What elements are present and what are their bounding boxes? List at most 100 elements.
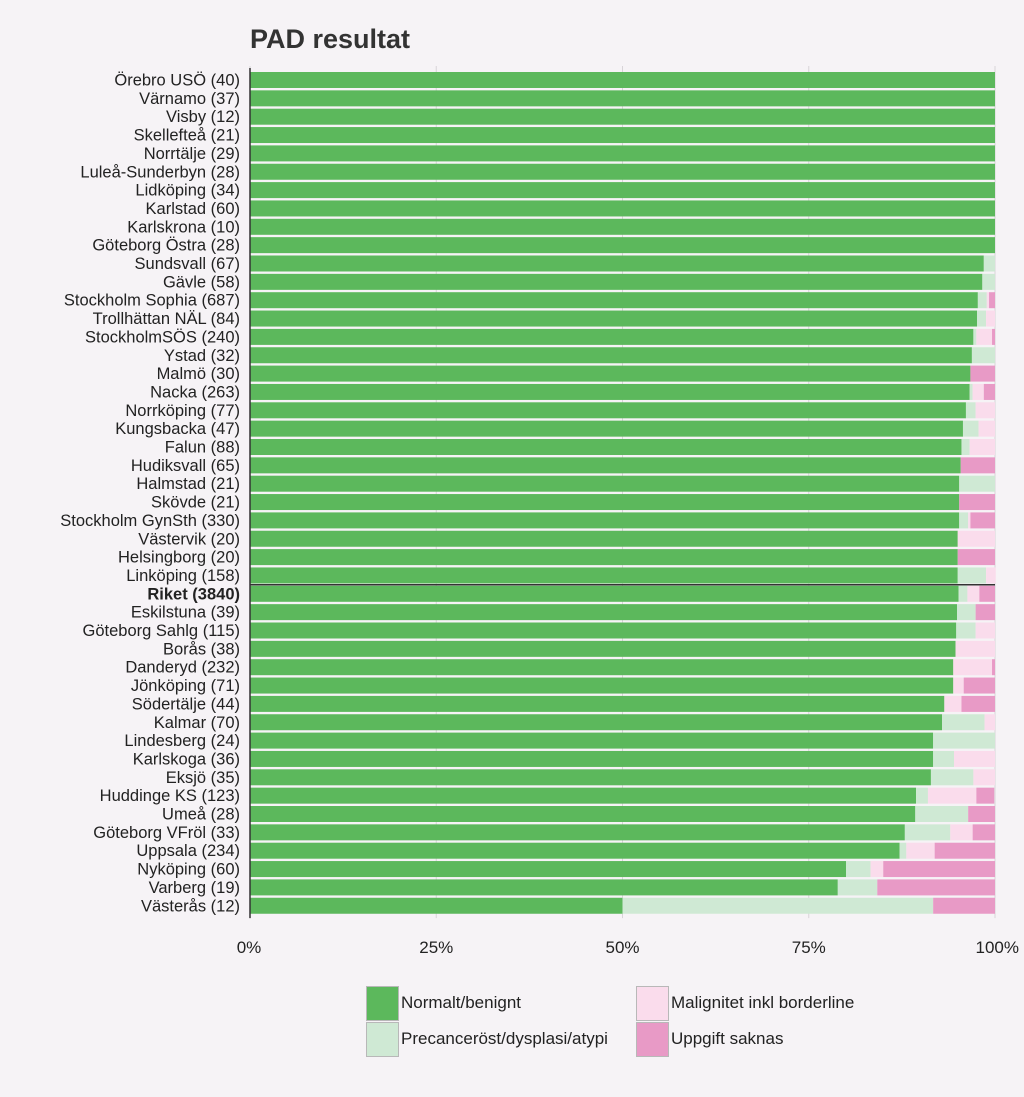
- bar-segment: [837, 879, 878, 896]
- bar-segment: [959, 475, 995, 492]
- category-label: Södertälje (44): [132, 695, 240, 713]
- bar-segment: [953, 677, 964, 694]
- bar-segment: [982, 273, 995, 290]
- bar-segment: [250, 347, 972, 364]
- bar-segment: [250, 108, 995, 125]
- bar-segment: [960, 457, 995, 474]
- bar-segment: [250, 475, 960, 492]
- bar-segment: [870, 861, 884, 878]
- bar-segment: [622, 897, 934, 914]
- category-label: Borås (38): [163, 640, 240, 658]
- category-label: Kalmar (70): [154, 714, 240, 732]
- bar-segment: [957, 549, 995, 566]
- category-label: Karlstad (60): [146, 200, 240, 218]
- bar-segment: [971, 347, 995, 364]
- category-label: Falun (88): [165, 439, 240, 457]
- bar-segment: [969, 383, 973, 400]
- bar-segment: [250, 549, 958, 566]
- bar-segment: [975, 402, 995, 419]
- category-label: Västerås (12): [141, 897, 240, 915]
- bar-segment: [983, 255, 995, 272]
- bar-segment: [250, 310, 978, 327]
- category-label: Stockholm Sophia (687): [64, 292, 240, 310]
- bar-segment: [250, 567, 958, 584]
- bar-segment: [250, 273, 983, 290]
- bar-segment: [250, 695, 945, 712]
- bar-segment: [250, 842, 900, 859]
- bar-segment: [250, 402, 966, 419]
- bar-segment: [954, 750, 995, 767]
- category-labels: Örebro USÖ (40)Värnamo (37)Visby (12)Ske…: [60, 72, 240, 916]
- bar-segment: [958, 585, 968, 602]
- bar-segment: [930, 769, 974, 786]
- bar-segment: [916, 787, 928, 804]
- legend-item: Precanceröst/dysplasi/atypi: [366, 1021, 636, 1057]
- bar-segment: [957, 567, 987, 584]
- bar-segment: [961, 439, 970, 455]
- bar-segment: [961, 695, 995, 712]
- bar-segment: [934, 842, 995, 859]
- bar-segment: [250, 879, 838, 896]
- bar-segment: [959, 494, 995, 511]
- bar-segment: [904, 824, 951, 841]
- bar-segment: [250, 127, 995, 144]
- bar-segment: [989, 292, 995, 309]
- bar-segment: [944, 695, 962, 712]
- bar-segment: [927, 787, 977, 804]
- bar-segment: [967, 585, 980, 602]
- bar-segment: [877, 879, 995, 896]
- bar-segment: [979, 585, 995, 602]
- bar-segment: [973, 769, 995, 786]
- legend-swatch: [366, 1021, 399, 1057]
- category-label: Uppsala (234): [136, 842, 240, 860]
- bar-segment: [250, 200, 995, 217]
- category-label: Linköping (158): [126, 567, 240, 585]
- bar-segment: [984, 714, 995, 731]
- category-label: Eksjö (35): [166, 769, 240, 787]
- category-label: Stockholm GynSth (330): [60, 512, 240, 530]
- bar-segment: [933, 732, 995, 749]
- category-label: StockholmSÖS (240): [85, 328, 240, 346]
- legend-swatch: [636, 1021, 669, 1057]
- bar-segment: [906, 842, 935, 859]
- bar-segment: [250, 640, 956, 657]
- bar-segment: [250, 420, 963, 437]
- category-label: Huddinge KS (123): [100, 787, 240, 805]
- bar-segment: [973, 328, 977, 345]
- category-label: Nacka (263): [150, 383, 240, 401]
- bar-segment: [250, 218, 995, 235]
- bar-segment: [976, 328, 993, 345]
- bar-segment: [899, 842, 907, 859]
- bar-segment: [963, 677, 995, 694]
- category-label: Nyköping (60): [137, 861, 240, 879]
- bar-segment: [969, 439, 995, 455]
- bar-segment: [986, 567, 996, 584]
- category-label: Lidköping (34): [135, 182, 240, 200]
- category-label: Riket (3840): [147, 585, 240, 603]
- bar-segment: [950, 824, 973, 841]
- bar-segment: [992, 328, 995, 345]
- bar-chart: Örebro USÖ (40)Värnamo (37)Visby (12)Ske…: [60, 66, 1019, 957]
- bar-segment: [250, 677, 954, 694]
- category-label: Luleå-Sunderbyn (28): [80, 163, 240, 181]
- category-label: Helsingborg (20): [118, 549, 240, 567]
- category-label: Skövde (21): [151, 494, 240, 512]
- bar-segment: [953, 659, 993, 676]
- category-label: Halmstad (21): [136, 475, 240, 493]
- category-label: Kungsbacka (47): [115, 420, 240, 438]
- bar-segment: [975, 622, 995, 639]
- category-label: Värnamo (37): [139, 90, 240, 108]
- category-label: Danderyd (232): [125, 659, 240, 677]
- bar-segment: [250, 439, 962, 455]
- bar-segment: [975, 604, 995, 621]
- bar-segment: [977, 310, 987, 327]
- bar-segment: [250, 530, 958, 547]
- bar-segment: [250, 292, 978, 309]
- category-label: Karlskrona (10): [127, 218, 240, 236]
- bar-segment: [250, 383, 970, 400]
- legend-label: Uppgift saknas: [671, 1029, 784, 1048]
- bar-segment: [250, 255, 984, 272]
- x-tick-label: 75%: [792, 938, 826, 957]
- x-tick-label: 50%: [605, 938, 639, 957]
- category-label: Göteborg VFröl (33): [93, 824, 240, 842]
